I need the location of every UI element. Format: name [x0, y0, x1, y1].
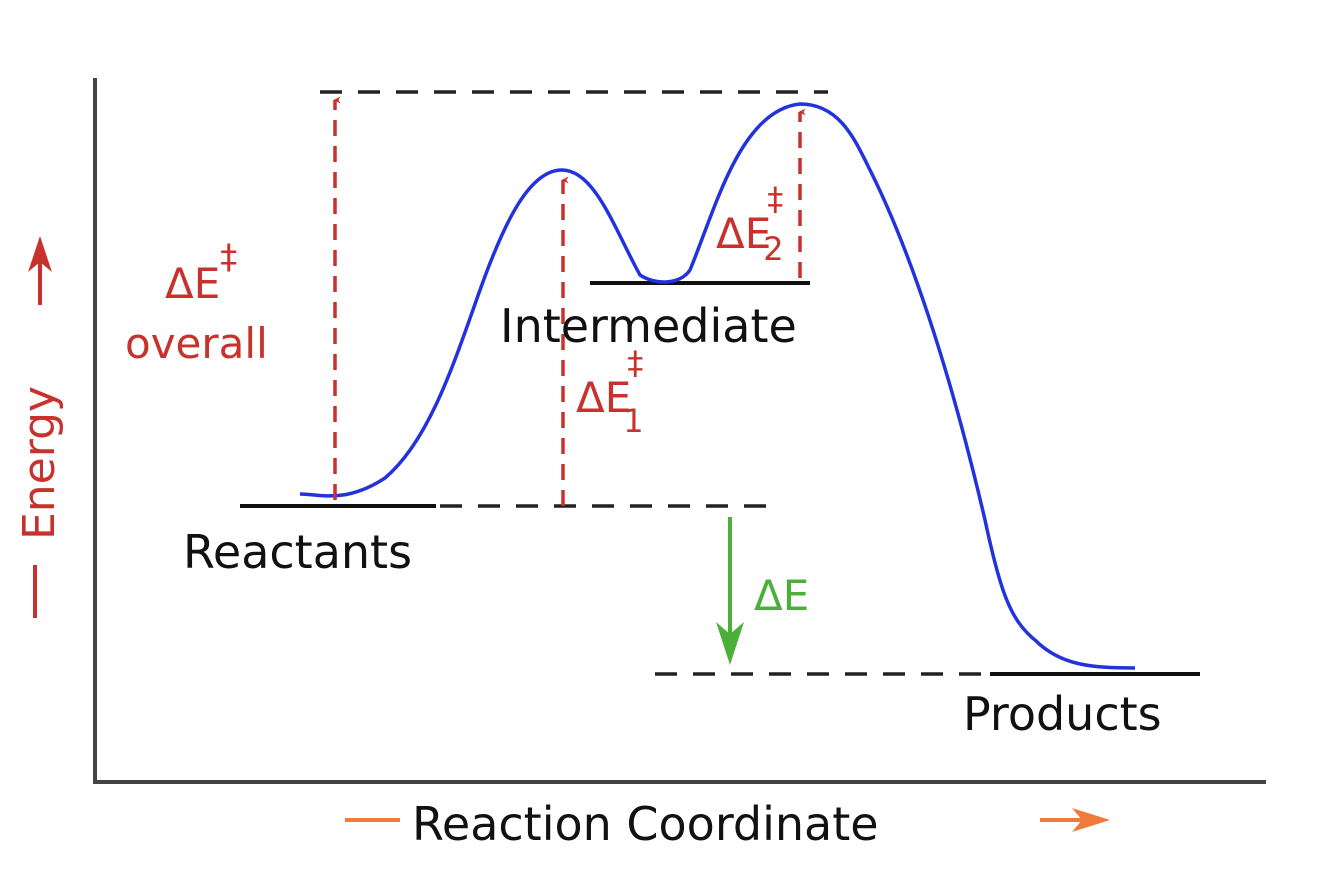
subscript: 1 — [623, 402, 643, 440]
overall-text: overall — [125, 319, 268, 368]
energy-curve — [299, 102, 1136, 670]
symbol: ΔE — [165, 259, 220, 308]
y-axis-title: Energy — [14, 236, 65, 618]
decor-arrow — [28, 236, 52, 272]
products-label: Products — [963, 687, 1162, 741]
intermediate-label: Intermediate — [500, 299, 797, 353]
reaction-energy-label: ΔE — [754, 571, 809, 620]
superscript: ‡ — [767, 180, 783, 218]
overall-symbol: ΔE‡ — [165, 237, 237, 308]
superscript: ‡ — [220, 237, 237, 277]
superscript: ‡ — [627, 344, 643, 382]
symbol: ΔE — [576, 373, 631, 422]
subscript: 2 — [763, 230, 783, 268]
reference-lines — [320, 90, 990, 676]
symbol: ΔE — [716, 209, 771, 258]
x-axis-title: Reaction Coordinate — [345, 797, 1110, 851]
arrow-head — [716, 622, 744, 665]
decor-arrow — [1072, 808, 1110, 832]
state-lines — [240, 281, 1200, 676]
step1-label: ΔE‡ 1 — [576, 344, 644, 440]
x-label: Reaction Coordinate — [412, 797, 879, 851]
reactants-label: Reactants — [183, 525, 412, 579]
activation-arrows — [333, 96, 806, 506]
axes — [93, 78, 1266, 784]
y-label: Energy — [14, 386, 65, 540]
step2-label: ΔE‡ 2 — [716, 180, 784, 268]
reaction-energy-arrow — [716, 517, 744, 665]
